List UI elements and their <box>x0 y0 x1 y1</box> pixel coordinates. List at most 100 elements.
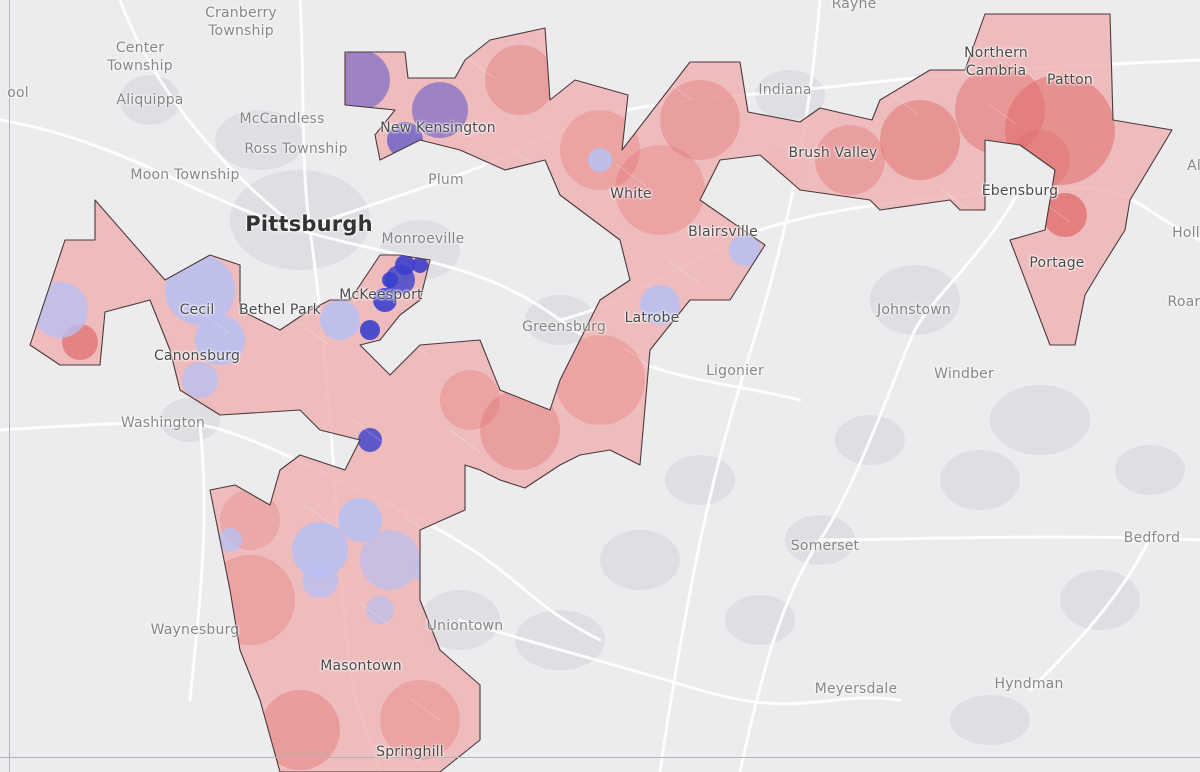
precinct-patch <box>330 50 390 110</box>
precinct-boundary <box>1092 296 1124 320</box>
precinct-boundary <box>887 91 919 115</box>
place-label-bedford: Bedford <box>1123 530 1181 546</box>
place-label-meyersdale: Meyersdale <box>814 681 898 697</box>
place-label-greensburg: Greensburg <box>522 319 606 335</box>
precinct-boundary <box>396 332 428 356</box>
place-label-pool: ool <box>7 85 29 101</box>
place-label-cecil: Cecil <box>179 302 215 318</box>
place-label-bethel-park: Bethel Park <box>239 302 321 318</box>
precinct-boundary <box>781 637 813 661</box>
precinct-patch <box>373 288 397 312</box>
map-frame-bottom <box>0 757 1200 758</box>
map-frame-left <box>9 0 10 772</box>
precinct-patch <box>660 80 740 160</box>
precinct-boundary <box>668 260 700 284</box>
place-label-uniontown: Uniontown <box>426 618 504 634</box>
precinct-patch <box>440 370 500 430</box>
precinct-boundary <box>820 368 852 392</box>
precinct-patch <box>366 596 394 624</box>
place-label-blairsville: Blairsville <box>688 224 758 240</box>
urban-area <box>665 455 735 505</box>
place-label-plum: Plum <box>428 172 464 188</box>
precinct-patch <box>395 255 415 275</box>
place-label-hollid: Holli <box>1172 225 1200 241</box>
precinct-patch <box>880 100 960 180</box>
place-label-patton: Patton <box>1046 72 1094 88</box>
place-label-waynesburg: Waynesburg <box>150 622 240 638</box>
place-label-roaring: Roari <box>1167 294 1200 310</box>
urban-area <box>950 695 1030 745</box>
precinct-patch <box>320 300 360 340</box>
place-label-springhill: Springhill <box>376 744 444 760</box>
urban-area <box>1060 570 1140 630</box>
precinct-boundary <box>85 673 117 697</box>
precinct-boundary <box>873 465 905 489</box>
precinct-patch <box>412 82 468 138</box>
precinct-patch <box>588 148 612 172</box>
precinct-boundary <box>78 490 110 514</box>
road <box>188 423 206 702</box>
place-label-somerset: Somerset <box>790 538 860 554</box>
precinct-boundary <box>569 249 601 273</box>
precinct-patch <box>480 390 560 470</box>
precinct-patch <box>815 125 885 195</box>
precinct-boundary <box>622 346 654 370</box>
urban-area <box>160 398 220 442</box>
precinct-boundary <box>297 321 329 345</box>
precinct-boundary <box>774 454 806 478</box>
place-label-indiana: Indiana <box>758 82 812 98</box>
road <box>658 0 822 772</box>
precinct-patch <box>640 285 680 325</box>
place-label-hyndman: Hyndman <box>994 676 1064 692</box>
road <box>1028 536 1152 692</box>
urban-area <box>600 530 680 590</box>
precinct-boundary <box>350 418 382 442</box>
place-label-moon-township: Moon Township <box>130 167 240 183</box>
road <box>458 618 902 706</box>
precinct-boundary <box>993 285 1025 309</box>
place-label-windber: Windber <box>934 366 994 382</box>
precinct-boundary <box>39 19 71 43</box>
precinct-boundary <box>834 734 866 758</box>
road <box>818 535 1200 542</box>
place-label-monroeville: Monroeville <box>381 231 465 247</box>
precinct-patch <box>165 255 235 325</box>
precinct-patch <box>338 498 382 542</box>
place-label-portage: Portage <box>1029 255 1085 271</box>
place-label-cranberry: Cranberry Township <box>205 5 277 39</box>
precinct-patch <box>195 315 245 365</box>
precinct-patch <box>485 45 555 115</box>
precinct-patch <box>302 562 338 598</box>
precinct-patch <box>360 530 420 590</box>
place-label-aliquippa: Aliquippa <box>116 92 184 108</box>
precinct-patch <box>380 680 460 760</box>
precinct-boundary <box>1152 576 1172 600</box>
precinct-patch <box>955 65 1045 155</box>
precinct-boundary <box>926 562 958 586</box>
precinct-boundary <box>145 213 177 237</box>
place-label-canonsburg: Canonsburg <box>153 348 241 364</box>
precinct-boundary <box>714 174 746 198</box>
place-label-northern-cambria: Northern Cambria <box>964 45 1028 79</box>
precinct-patch <box>382 272 398 288</box>
precinct-patch <box>360 320 380 340</box>
precinct-patch <box>729 234 761 266</box>
place-label-rayne: Rayne <box>831 0 877 12</box>
precinct-patch <box>615 145 705 235</box>
urban-area <box>940 450 1020 510</box>
precinct-boundary <box>463 55 495 79</box>
road <box>738 188 1022 772</box>
place-label-masontown: Masontown <box>320 658 402 674</box>
precinct-boundary <box>357 601 389 625</box>
precinct-boundary <box>502 526 534 550</box>
place-label-ebensburg: Ebensburg <box>981 183 1059 199</box>
precinct-boundary <box>237 41 269 65</box>
precinct-boundary <box>940 188 972 212</box>
precinct-boundary <box>131 587 163 611</box>
place-label-washington: Washington <box>120 415 206 431</box>
precinct-boundary <box>449 429 481 453</box>
place-label-brush-valley: Brush Valley <box>788 145 878 161</box>
road <box>118 0 302 232</box>
precinct-boundary <box>615 163 647 187</box>
